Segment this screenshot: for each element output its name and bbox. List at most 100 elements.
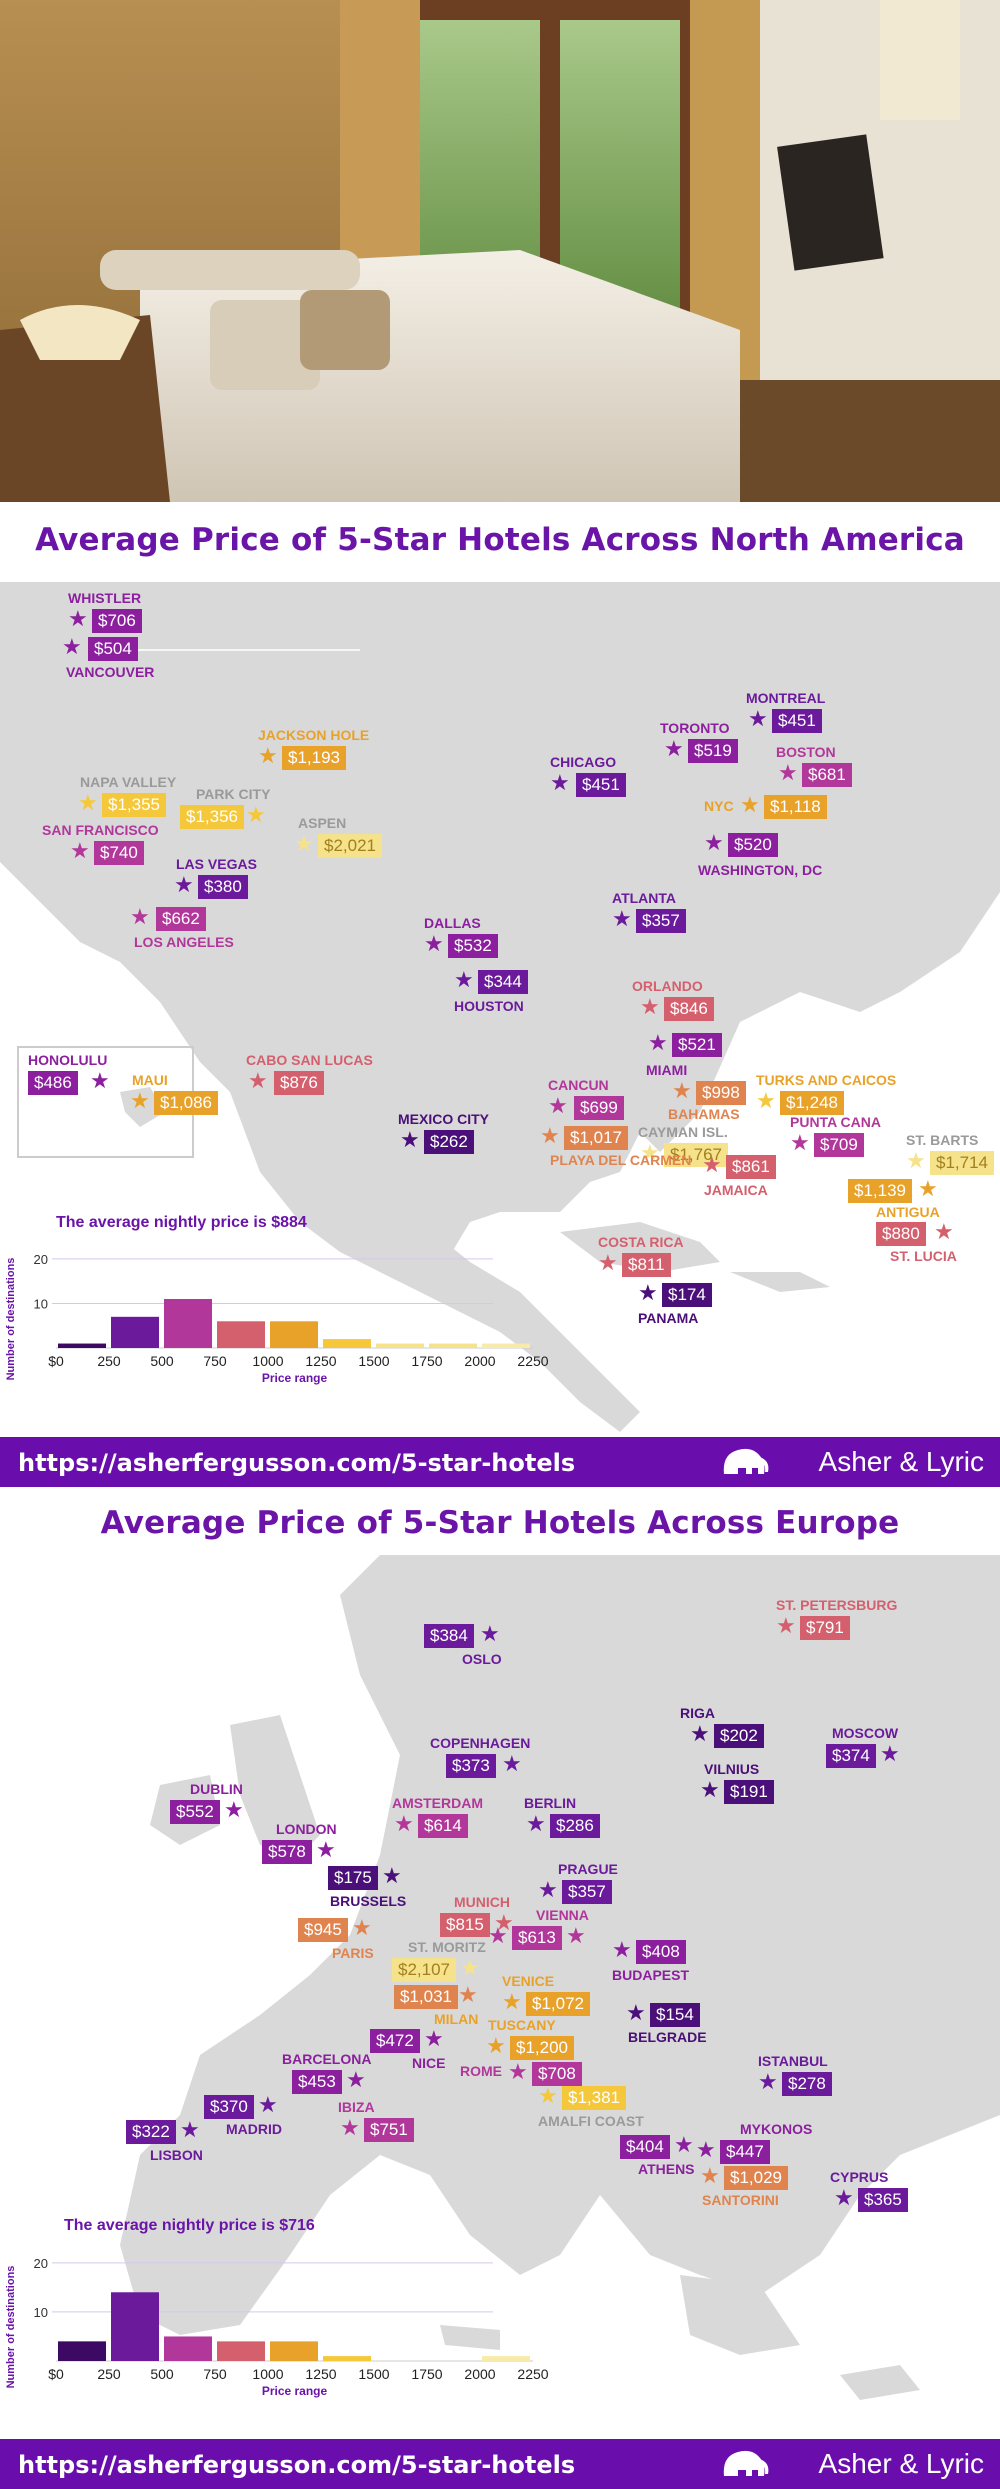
star-icon: ★ <box>460 1955 480 1980</box>
histogram-bar <box>58 2341 106 2361</box>
star-icon: ★ <box>224 1797 244 1822</box>
city-label-barcelona: BARCELONA <box>282 2051 372 2067</box>
city-label-st-moritz: ST. MORITZ <box>408 1939 486 1955</box>
star-icon: ★ <box>880 1741 900 1766</box>
star-icon: ★ <box>62 634 82 659</box>
price-tag-costa-rica: $811 <box>622 1253 671 1277</box>
y-axis-label: Number of destinations <box>5 1258 17 1381</box>
city-label-vancouver: VANCOUVER <box>66 664 155 680</box>
city-label-venice: VENICE <box>502 1973 555 1989</box>
star-icon: ★ <box>696 2137 716 2162</box>
star-icon: ★ <box>394 1811 414 1836</box>
city-label-moscow: MOSCOW <box>832 1725 899 1741</box>
histogram-title: The average nightly price is $716 <box>64 2217 315 2234</box>
footer-url-link[interactable]: https://asherfergusson.com/5-star-hotels <box>18 2451 576 2479</box>
x-tick-label: 750 <box>203 2366 227 2382</box>
footer-banner: https://asherfergusson.com/5-star-hotels… <box>0 1437 1000 1487</box>
star-icon: ★ <box>526 1811 546 1836</box>
city-label-honolulu: HONOLULU <box>28 1052 108 1068</box>
star-icon: ★ <box>918 1176 938 1201</box>
city-label-jamaica: JAMAICA <box>704 1182 768 1198</box>
city-label-montreal: MONTREAL <box>746 690 826 706</box>
star-icon: ★ <box>538 2083 558 2108</box>
star-icon: ★ <box>502 1989 522 2014</box>
city-label-las-vegas: LAS VEGAS <box>176 856 257 872</box>
x-tick-label: 250 <box>97 2366 121 2382</box>
city-label-st-petersburg: ST. PETERSBURG <box>776 1597 898 1613</box>
city-label-vienna: VIENNA <box>536 1907 589 1923</box>
price-tag-san-francisco: $740 <box>94 841 144 865</box>
city-label-berlin: BERLIN <box>524 1795 577 1811</box>
price-tag-cabo-san-lucas: $876 <box>274 1071 324 1095</box>
city-label-mexico-city: MEXICO CITY <box>398 1111 490 1127</box>
price-tag-miami: $521 <box>672 1033 722 1057</box>
histogram-bar <box>164 1299 212 1348</box>
city-label-brussels: BRUSSELS <box>330 1893 407 1909</box>
star-icon: ★ <box>458 1982 478 2007</box>
city-label-whistler: WHISTLER <box>68 590 142 606</box>
star-icon: ★ <box>756 1088 776 1113</box>
elephant-logo-icon <box>723 1448 769 1474</box>
x-tick-label: 1500 <box>358 2366 389 2382</box>
price-tag-cyprus: $365 <box>858 2188 908 2212</box>
city-label-london: LONDON <box>276 1821 337 1837</box>
histogram-bar <box>376 1343 424 1348</box>
city-label-park-city: PARK CITY <box>196 786 271 802</box>
price-tag-whistler: $706 <box>92 609 142 633</box>
price-tag-atlanta: $357 <box>636 909 686 933</box>
city-label-chicago: CHICAGO <box>550 754 617 770</box>
elephant-logo-icon <box>723 2450 769 2476</box>
city-label-napa-valley: NAPA VALLEY <box>80 774 177 790</box>
city-label-nyc: NYC <box>704 798 734 814</box>
star-icon: ★ <box>672 1078 692 1103</box>
price-tag-park-city: $1,356 <box>180 805 244 829</box>
city-label-athens: ATHENS <box>638 2161 695 2177</box>
city-label-bahamas: BAHAMAS <box>668 1106 740 1122</box>
city-label-munich: MUNICH <box>454 1894 510 1910</box>
x-tick-label: 2250 <box>517 2366 548 2382</box>
y-tick-label: 10 <box>34 2305 48 2320</box>
star-icon: ★ <box>934 1219 954 1244</box>
footer-url-link[interactable]: https://asherfergusson.com/5-star-hotels <box>18 1449 576 1477</box>
star-icon: ★ <box>488 1923 508 1948</box>
histogram-bar <box>164 2336 212 2361</box>
price-tag-montreal: $451 <box>772 709 822 733</box>
star-icon: ★ <box>246 802 266 827</box>
hero-hotel-room-image <box>0 0 1000 502</box>
histogram-bar <box>111 1316 159 1348</box>
star-icon: ★ <box>382 1863 402 1888</box>
y-tick-label: 20 <box>34 2256 48 2271</box>
price-tag-jamaica: $861 <box>726 1155 776 1179</box>
price-tag-punta-cana: $709 <box>814 1133 864 1157</box>
x-tick-label: 1000 <box>252 1353 283 1369</box>
price-tag-cancun: $699 <box>574 1096 624 1120</box>
star-icon: ★ <box>454 967 474 992</box>
price-tag-vienna: $613 <box>512 1926 562 1950</box>
price-tag-toronto: $519 <box>688 739 738 763</box>
price-tag-st-moritz: $2,107 <box>392 1958 456 1982</box>
price-tag-cayman-isl: $1,767 <box>664 1143 728 1167</box>
city-label-belgrade: BELGRADE <box>628 2029 707 2045</box>
star-icon: ★ <box>700 2163 720 2188</box>
x-tick-label: 1750 <box>411 2366 442 2382</box>
city-label-st-lucia: ST. LUCIA <box>890 1248 957 1264</box>
star-icon: ★ <box>550 770 570 795</box>
price-tag-belgrade: $154 <box>650 2003 700 2027</box>
histogram-bar <box>58 1343 106 1348</box>
x-tick-label: 1500 <box>358 1353 389 1369</box>
price-tag-mykonos: $447 <box>720 2140 770 2164</box>
x-axis-label: Price range <box>262 1371 328 1385</box>
x-tick-label: 750 <box>203 1353 227 1369</box>
star-icon: ★ <box>508 2059 528 2084</box>
star-icon: ★ <box>502 1751 522 1776</box>
histogram-title: The average nightly price is $884 <box>56 1214 307 1231</box>
price-tag-nyc: $1,118 <box>764 795 827 819</box>
star-icon: ★ <box>664 736 684 761</box>
city-label-istanbul: ISTANBUL <box>758 2053 828 2069</box>
x-tick-label: 2000 <box>464 2366 495 2382</box>
price-tag-washington-dc: $520 <box>728 833 778 857</box>
price-tag-tuscany: $1,200 <box>510 2036 574 2060</box>
star-icon: ★ <box>776 1613 796 1638</box>
city-label-maui: MAUI <box>132 1072 168 1088</box>
star-icon: ★ <box>626 2000 646 2025</box>
